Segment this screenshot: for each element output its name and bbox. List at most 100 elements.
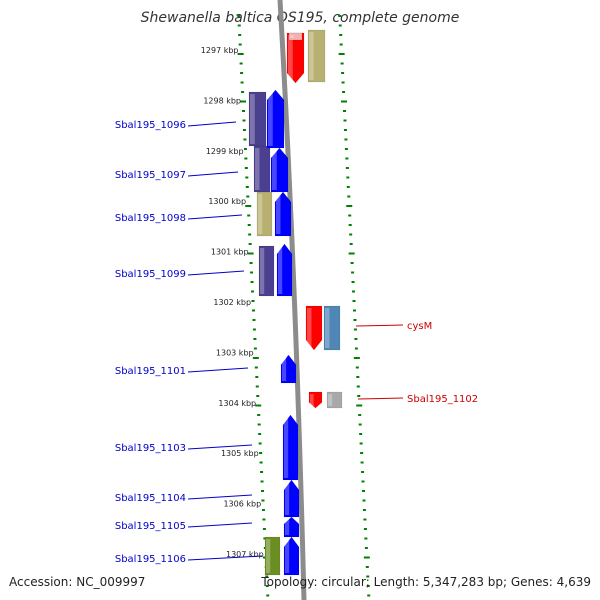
scale-tick [338,53,345,55]
scale-tick [366,585,370,587]
scale-tick [258,433,262,435]
gene-label-leader [187,522,253,528]
gene-label-leader [187,555,263,561]
forward-gene [280,354,297,384]
scale-tick [346,176,350,179]
scale-tick [341,72,345,74]
scale-tick [365,566,369,568]
scale-tick [262,518,266,521]
scale-label: 1304 kbp [218,399,256,408]
gene-label-left: Sbal195_1101 [115,366,186,377]
scale-tick [247,224,251,226]
scale-tick [261,490,264,492]
scale-tick [257,414,261,416]
scale-tick [255,404,262,407]
scale-tick [237,15,241,17]
reverse-gene-highlight [307,308,312,348]
scale-label: 1299 kbp [206,147,244,156]
scale-tick [261,499,265,502]
gene-label-leader [187,270,245,276]
scale-tick [240,72,244,74]
scale-tick [248,243,252,245]
cog-block-highlight [255,148,260,190]
forward-gene-highlight [285,519,290,535]
cog-block [323,305,341,351]
scale-tick [259,452,263,454]
scale-tick [244,167,248,169]
gene-label-leader [355,324,404,327]
forward-gene [274,191,292,237]
scale-tick [359,442,363,445]
scale-tick [247,214,251,217]
scale-tick [256,395,260,397]
scale-tick [240,81,244,84]
cog-block [258,245,275,297]
scale-tick [360,461,364,464]
scale-tick [243,148,247,150]
scale-tick [242,119,246,122]
gene-label-right: Sbal195_1102 [407,394,478,405]
scale-tick [348,214,352,217]
scale-tick [357,395,361,397]
scale-label: 1303 kbp [216,348,254,357]
scale-tick [261,509,265,511]
scale-tick [252,357,259,359]
scale-tick [350,262,354,264]
scale-tick [345,157,349,160]
scale-tick [356,404,363,407]
cog-block-highlight [290,35,294,38]
scale-tick [364,537,368,540]
scale-tick [250,271,254,274]
scale-tick [240,100,247,103]
forward-gene-highlight [268,92,273,146]
forward-gene-highlight [276,194,281,234]
scale-tick [251,290,255,293]
gene-label-left: Sbal195_1104 [115,493,186,504]
cog-block-highlight [328,394,333,406]
scale-tick [353,319,357,321]
scale-tick [352,290,356,293]
gene-label-leader [187,494,253,500]
gene-label-leader [187,444,253,450]
scale-tick [338,24,342,27]
scale-tick [361,471,365,473]
scale-tick [362,509,366,511]
forward-gene [282,414,299,481]
scale-tick [348,224,352,226]
scale-tick [353,357,360,359]
scale-tick [367,594,371,597]
scale-tick [249,262,253,264]
scale-tick [349,243,353,245]
scale-tick [257,423,261,426]
scale-tick [343,110,346,112]
accession-label: Accession: NC_009997 [9,575,146,589]
scale-tick [255,385,259,388]
forward-gene-highlight [285,539,290,573]
scale-tick [363,518,367,521]
cog-block [326,391,343,409]
forward-gene [270,147,289,193]
scale-tick [354,338,358,340]
gene-label-leader [187,121,237,127]
scale-tick [259,461,263,464]
scale-tick [339,34,343,36]
map-title: Shewanella baltica OS195, complete genom… [140,10,460,26]
scale-label: 1302 kbp [213,298,251,307]
scale-tick [243,138,247,141]
scale-tick [351,271,355,274]
scale-tick [262,528,266,530]
reverse-gene [308,391,323,409]
scale-tick [344,138,348,141]
scale-tick [251,300,255,302]
genome-backbone [277,0,307,600]
forward-gene-highlight [284,417,289,478]
gene-label-left: Sbal195_1103 [115,443,186,454]
gene-label-left: Sbal195_1106 [115,554,186,565]
scale-tick [239,62,243,65]
scale-tick [245,205,252,207]
scale-tick [363,556,370,559]
scale-label: 1301 kbp [211,248,249,257]
scale-tick [347,195,351,198]
scale-tick [352,300,356,302]
scale-tick [341,100,348,103]
